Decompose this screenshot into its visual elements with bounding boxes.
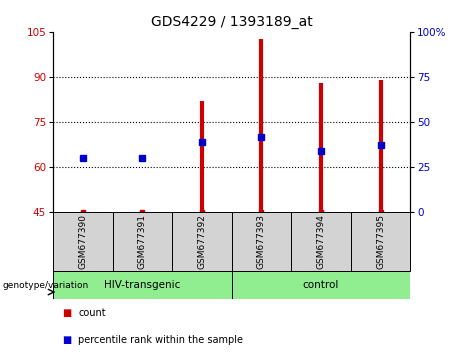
Text: GSM677394: GSM677394: [316, 214, 325, 269]
Bar: [232, 212, 291, 271]
Text: ■: ■: [62, 335, 71, 345]
Text: GSM677393: GSM677393: [257, 214, 266, 269]
Bar: [53, 212, 112, 271]
Text: percentile rank within the sample: percentile rank within the sample: [78, 335, 243, 345]
Text: GSM677390: GSM677390: [78, 214, 87, 269]
Text: GSM677392: GSM677392: [197, 214, 207, 269]
Bar: [172, 212, 232, 271]
Text: genotype/variation: genotype/variation: [2, 281, 89, 290]
Bar: [291, 212, 351, 271]
Text: GSM677395: GSM677395: [376, 214, 385, 269]
Bar: [351, 212, 410, 271]
Bar: [53, 271, 232, 299]
Text: HIV-transgenic: HIV-transgenic: [104, 280, 181, 290]
Bar: [232, 271, 410, 299]
Text: count: count: [78, 308, 106, 318]
Text: ■: ■: [62, 308, 71, 318]
Bar: [112, 212, 172, 271]
Text: GSM677391: GSM677391: [138, 214, 147, 269]
Title: GDS4229 / 1393189_at: GDS4229 / 1393189_at: [151, 16, 313, 29]
Text: control: control: [303, 280, 339, 290]
